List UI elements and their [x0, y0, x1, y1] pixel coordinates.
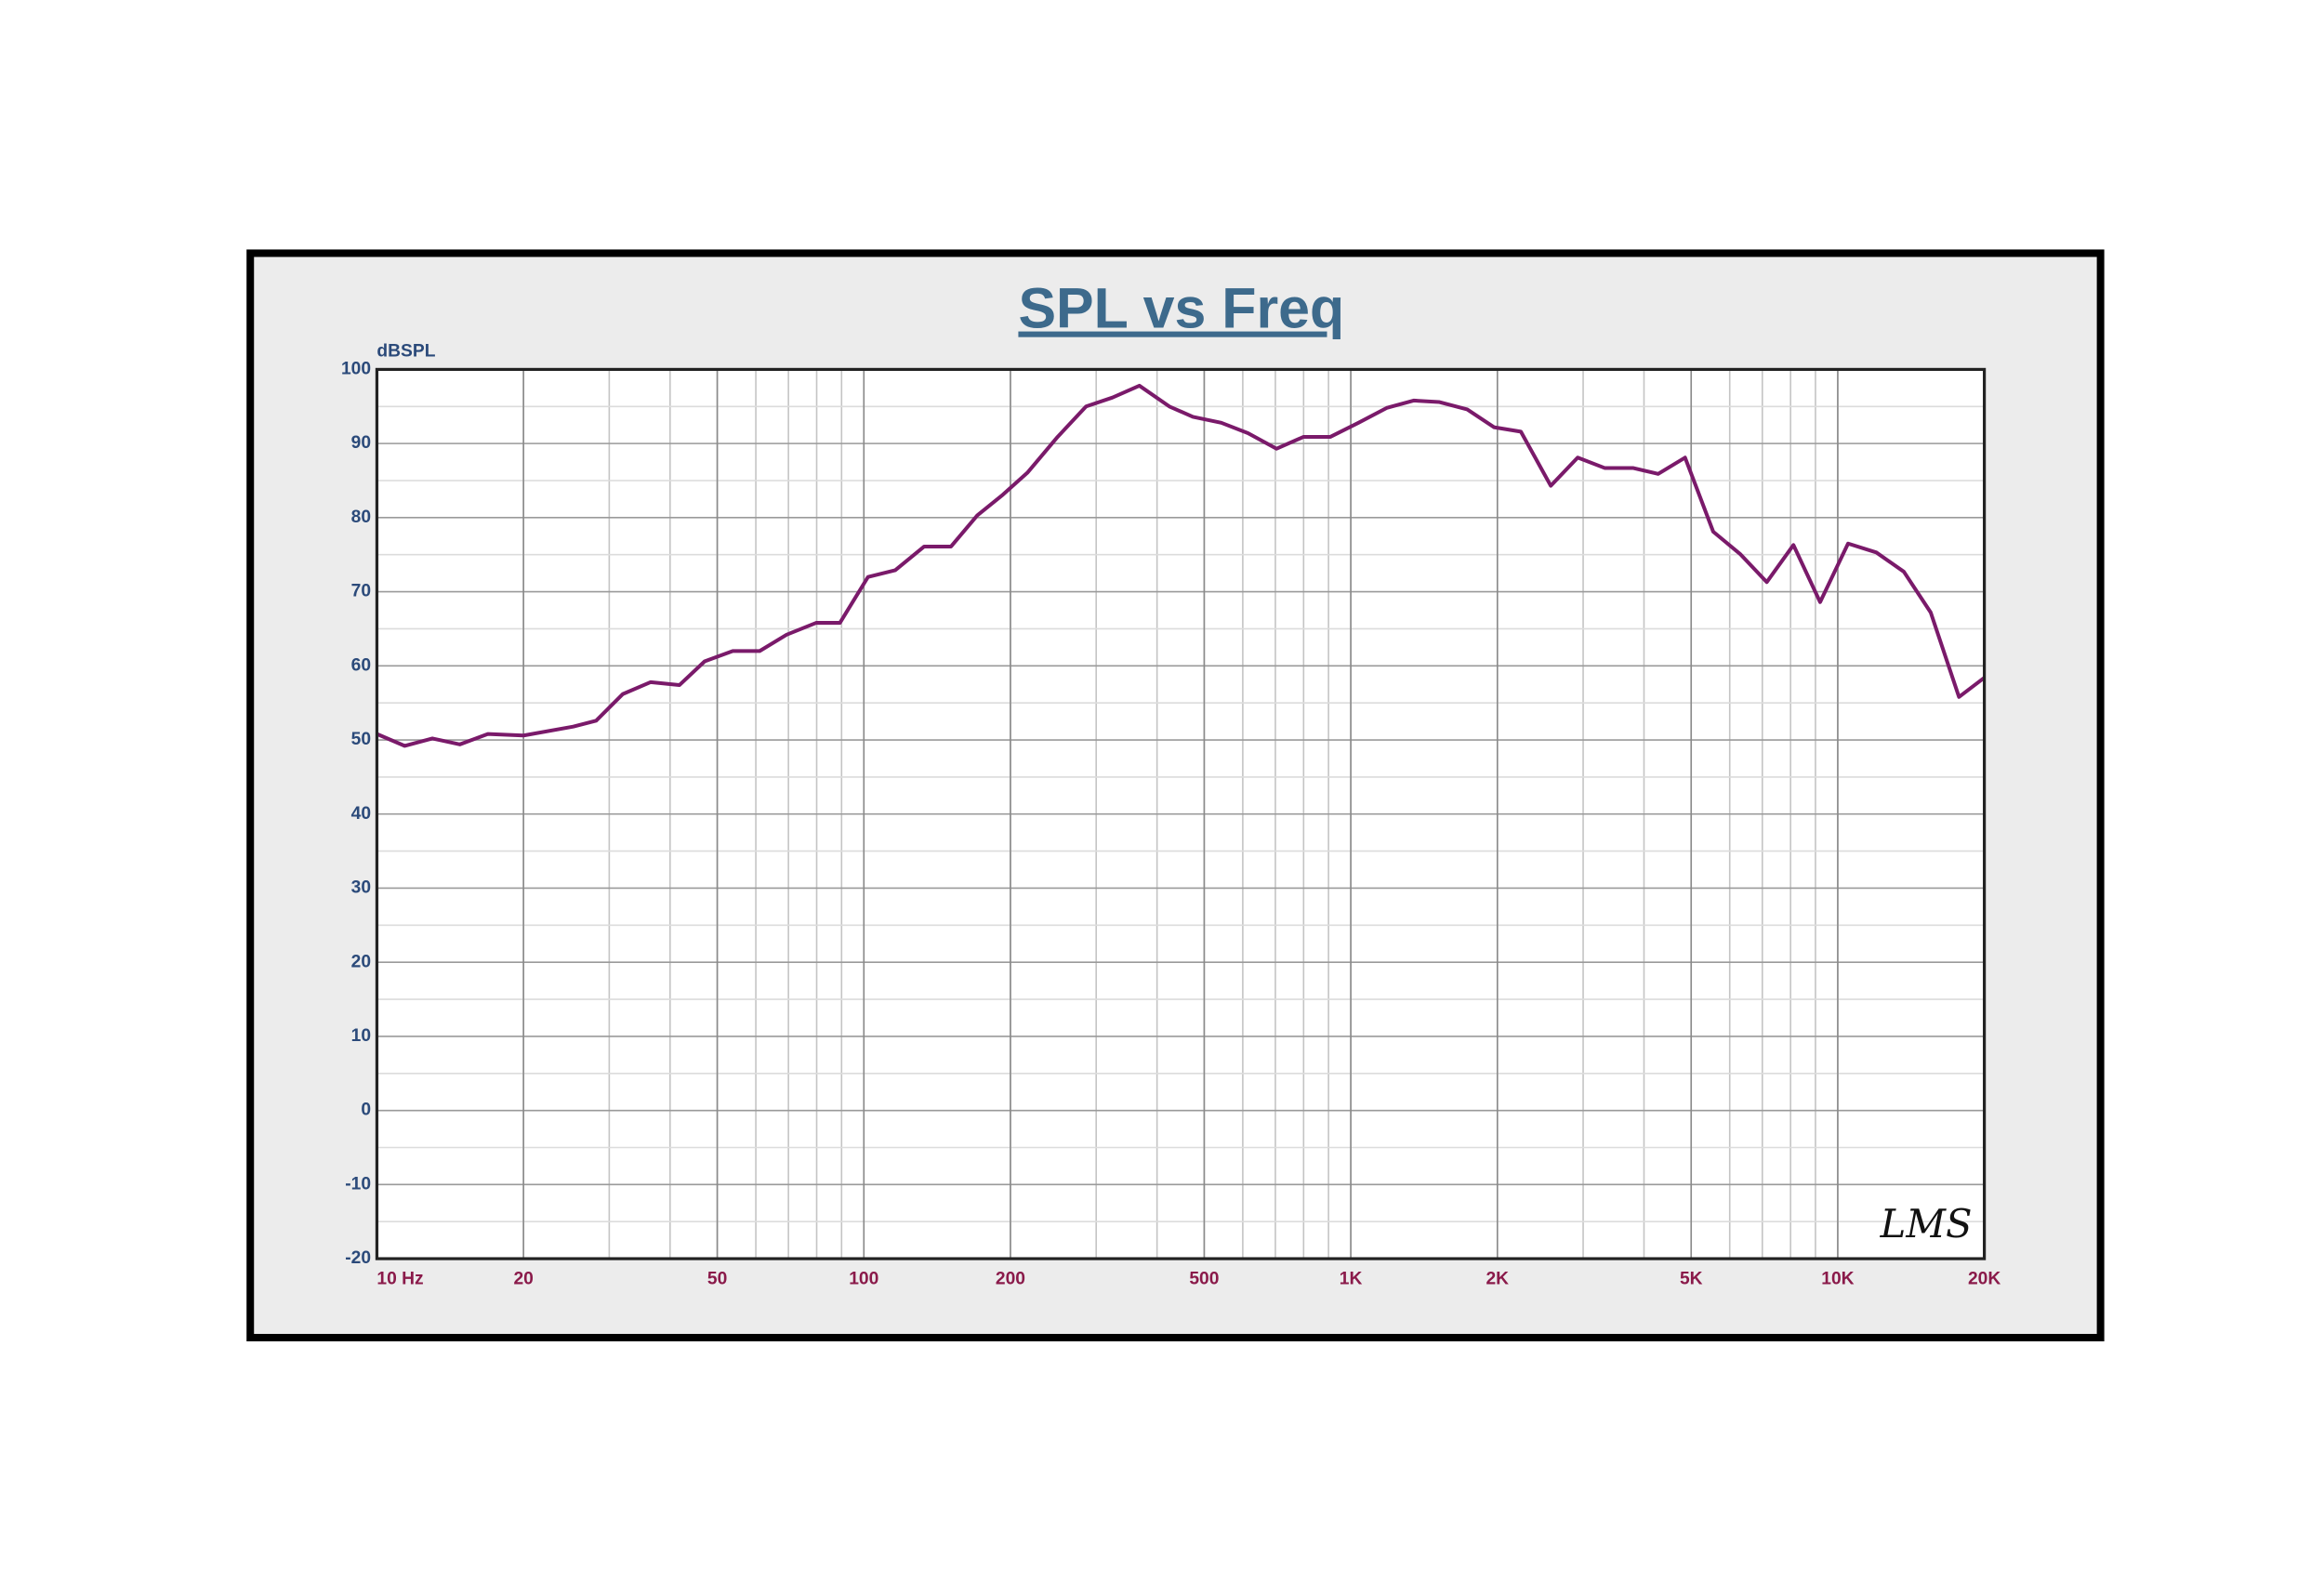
- marks: [376, 383, 1986, 748]
- x-tick-label: 2K: [1486, 1270, 1509, 1289]
- y-tick-label: 70: [351, 582, 371, 601]
- chart-title: SPL vs Freq: [1018, 277, 1344, 340]
- y-tick-label: 40: [351, 804, 371, 824]
- x-tick-label: 20K: [1968, 1270, 2000, 1289]
- x-tick-label: 500: [1189, 1270, 1219, 1289]
- y-tick-label: 60: [351, 655, 371, 675]
- x-tick-label: 20: [513, 1270, 533, 1289]
- y-axis-label: dBSPL: [376, 341, 435, 361]
- y-tick-label: 50: [351, 730, 371, 749]
- y-tick-label: -10: [345, 1174, 371, 1194]
- x-tick-label: 100: [849, 1270, 878, 1289]
- x-tick-label: 200: [996, 1270, 1025, 1289]
- y-tick-label: 10: [351, 1026, 371, 1046]
- y-tick-label: -20: [345, 1248, 371, 1268]
- x-tick-label: 10 Hz: [376, 1270, 423, 1289]
- y-tick-label: 0: [361, 1101, 371, 1120]
- y-tick-label: 90: [351, 433, 371, 453]
- y-tick-label: 20: [351, 952, 371, 971]
- x-tick-label: 1K: [1340, 1270, 1363, 1289]
- series-line: [376, 383, 1986, 748]
- plot-border: [375, 367, 1987, 1260]
- y-tick-label: 100: [341, 359, 371, 378]
- y-tick-label: 30: [351, 878, 371, 898]
- annotation: LMS: [1880, 1201, 1973, 1247]
- x-tick-label: 50: [707, 1270, 727, 1289]
- x-tick-label: 10K: [1821, 1270, 1854, 1289]
- y-tick-label: 80: [351, 508, 371, 527]
- x-tick-label: 5K: [1680, 1270, 1703, 1289]
